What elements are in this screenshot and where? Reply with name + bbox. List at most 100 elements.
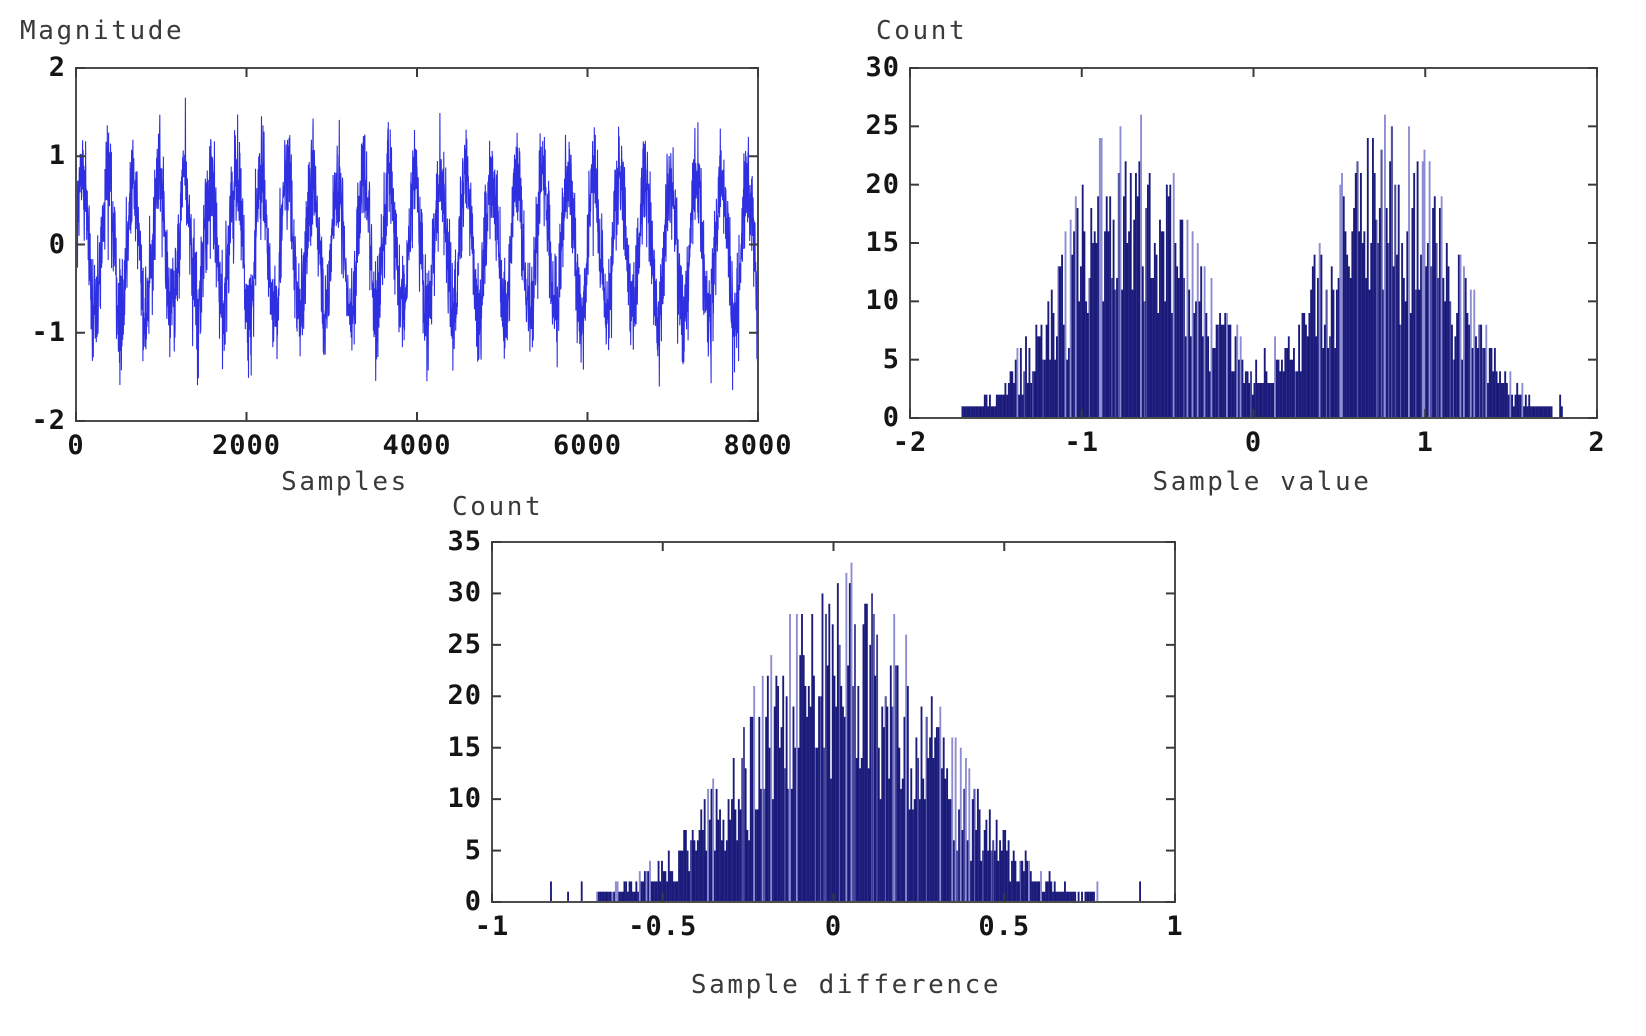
- histogram-bar: [1341, 173, 1343, 418]
- histogram-bar: [877, 747, 880, 902]
- histogram-bar: [929, 737, 931, 902]
- histogram-bar: [1138, 161, 1141, 418]
- histogram-bar: [1073, 231, 1076, 418]
- histogram-bar: [1323, 324, 1326, 418]
- histogram-bar: [1007, 840, 1010, 902]
- histogram-bar: [804, 686, 807, 902]
- histogram-bar: [744, 768, 747, 902]
- histogram-bar: [1011, 371, 1014, 418]
- histogram-bar: [1066, 359, 1069, 418]
- histogram-bar: [1232, 371, 1235, 418]
- histogram-bar: [1172, 173, 1175, 418]
- x-tick-label: 1: [1166, 911, 1184, 942]
- histogram-bar: [1305, 324, 1307, 418]
- histogram-bar: [789, 614, 791, 902]
- histogram-bar: [1134, 173, 1137, 418]
- histogram-bar: [702, 830, 704, 902]
- histogram-bar: [1275, 359, 1278, 418]
- histogram-bar: [1026, 383, 1029, 418]
- histogram-bar: [935, 727, 938, 902]
- histogram-bar-striation: [1382, 289, 1384, 418]
- x-tick-label: 0: [67, 430, 85, 461]
- histogram-bar: [1054, 359, 1057, 418]
- histogram-bar: [1370, 243, 1373, 418]
- histogram-bar: [1069, 219, 1072, 418]
- histogram-bar: [1248, 383, 1251, 418]
- histogram-bar: [1009, 371, 1012, 418]
- histogram-bar: [1468, 324, 1471, 418]
- histogram-bar: [1346, 254, 1349, 418]
- histogram-bar: [1141, 266, 1144, 418]
- histogram-bar: [1244, 371, 1247, 418]
- histogram-bar: [1090, 208, 1093, 418]
- histogram-bar: [792, 706, 795, 902]
- histogram-bar: [1337, 278, 1340, 418]
- histogram-bar: [1372, 138, 1374, 418]
- histogram-bar: [864, 603, 867, 902]
- histogram-bar: [727, 799, 730, 902]
- x-tick-label: 6000: [552, 430, 623, 461]
- histogram-bar: [1096, 881, 1099, 902]
- y-tick-label: 0: [464, 886, 482, 917]
- histogram-bar: [621, 891, 624, 902]
- histogram-bar: [778, 747, 781, 902]
- histogram-bar-striation: [873, 614, 874, 902]
- histogram-bar: [623, 881, 626, 902]
- y-tick-label: 30: [447, 577, 482, 609]
- histogram-bar: [1492, 371, 1495, 418]
- histogram-bar: [881, 706, 884, 902]
- histogram-bar: [1222, 324, 1225, 418]
- histogram-bar: [942, 737, 945, 902]
- histogram-bar: [862, 624, 865, 902]
- histogram-bar: [1296, 371, 1299, 418]
- histogram-bar: [1085, 301, 1088, 418]
- histogram-bar: [1545, 406, 1548, 418]
- histogram-bar: [1033, 881, 1036, 902]
- histogram-bar: [976, 406, 979, 418]
- y-tick-label: 25: [865, 110, 900, 142]
- histogram-bar-striation: [764, 788, 765, 902]
- histogram-bar: [1053, 881, 1056, 902]
- histogram-bar: [748, 840, 750, 902]
- histogram-bar: [901, 778, 904, 902]
- histogram-bar: [751, 716, 754, 902]
- histogram-bar: [1040, 324, 1043, 418]
- histogram-bar: [842, 706, 844, 902]
- histogram-bar: [1500, 383, 1503, 418]
- histogram-bar: [1093, 231, 1096, 418]
- histogram-bar: [1045, 881, 1048, 902]
- histogram-bar: [1205, 313, 1208, 418]
- histogram-bar: [1084, 891, 1087, 902]
- histogram-bar: [971, 799, 974, 902]
- histogram-bar: [1129, 173, 1132, 418]
- histogram-bar: [1112, 219, 1115, 418]
- histogram-bar: [1505, 383, 1508, 418]
- histogram-bar: [1067, 891, 1070, 902]
- histogram-bar: [1384, 114, 1386, 419]
- histogram-bar: [1081, 184, 1084, 418]
- histogram-bar: [785, 696, 788, 902]
- histogram-bar: [1423, 149, 1426, 419]
- histogram-bar: [681, 850, 684, 902]
- histogram-bar-striation: [991, 850, 992, 902]
- histogram-bar: [696, 840, 699, 902]
- histogram-bar: [688, 871, 691, 902]
- histogram-bar: [1034, 881, 1037, 902]
- histogram-bar: [989, 394, 991, 418]
- histogram-bar: [1089, 891, 1092, 902]
- histogram-bar: [782, 675, 785, 902]
- histogram-bar: [749, 716, 752, 902]
- histogram-bar: [1368, 289, 1371, 418]
- histogram-bar: [1160, 231, 1163, 418]
- histogram-bar: [1139, 881, 1141, 902]
- histogram-bar-striation: [1118, 173, 1120, 418]
- histogram-bar: [912, 809, 914, 902]
- histogram-bar: [1036, 881, 1039, 902]
- y-tick-label: 5: [882, 343, 900, 375]
- histogram-bar: [915, 737, 918, 902]
- histogram-bar: [978, 809, 981, 902]
- histogram-bar: [753, 686, 756, 902]
- histogram-bar: [1153, 243, 1156, 418]
- histogram-bar: [1358, 231, 1361, 418]
